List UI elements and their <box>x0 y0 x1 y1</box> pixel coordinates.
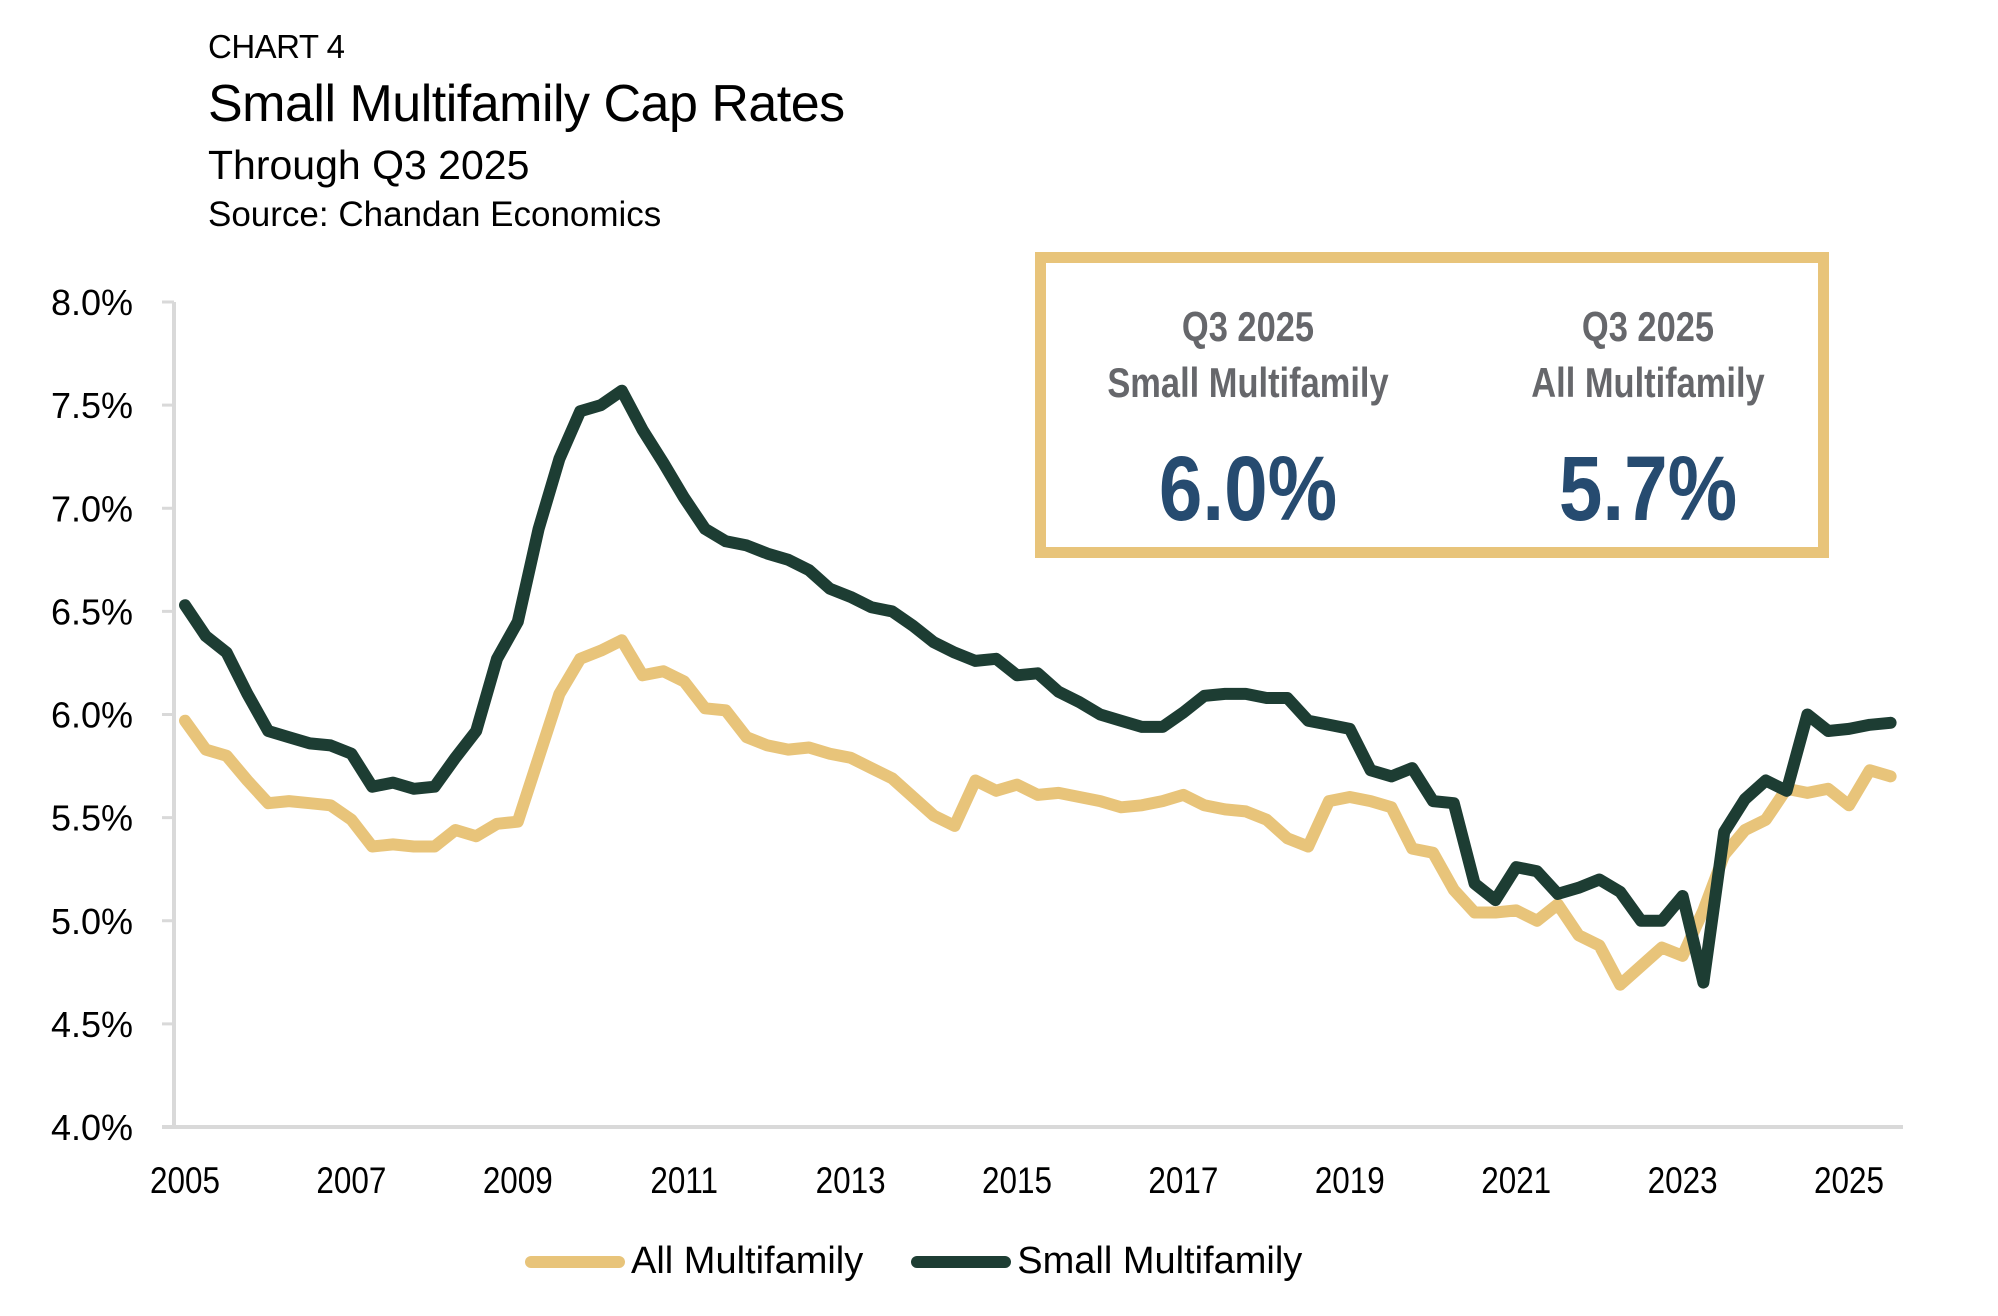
x-tick-label: 2007 <box>316 1161 386 1202</box>
x-tick-label: 2019 <box>1315 1161 1385 1202</box>
kpi-name: Small Multifamily <box>1107 359 1389 406</box>
y-tick-label: 4.0% <box>51 1107 133 1148</box>
y-tick-label: 7.0% <box>51 488 133 529</box>
chart-title: Small Multifamily Cap Rates <box>208 75 845 133</box>
y-tick-label: 5.5% <box>51 798 133 839</box>
kpi-period: Q3 2025 <box>1581 303 1715 350</box>
x-tick-label: 2013 <box>816 1161 886 1202</box>
kpi-value: 5.7% <box>1558 438 1738 540</box>
y-tick-label: 6.0% <box>51 695 133 736</box>
legend-swatch-small <box>911 1255 1012 1268</box>
series-lines <box>179 384 1897 991</box>
x-tick-label: 2011 <box>650 1161 718 1202</box>
y-axis-ticks: 8.0% 7.5% 7.0% 6.5% 6.0% 5.5% 5.0% 4.5% 4.0% <box>51 282 174 1148</box>
x-axis-ticks: 2005 2007 2009 2011 2013 2015 2017 2019 2021 2023… <box>150 1161 1884 1202</box>
kpi-name: All Multifamily <box>1531 359 1765 406</box>
kpi-small-multifamily: Q3 2025 Small Multifamily 6.0% <box>1058 299 1438 543</box>
x-tick-label: 2005 <box>150 1161 220 1202</box>
x-tick-label: 2025 <box>1814 1161 1884 1202</box>
x-tick-label: 2017 <box>1148 1161 1218 1202</box>
kpi-callout-box: Q3 2025 Small Multifamily 6.0% Q3 2025 A… <box>1035 252 1829 558</box>
kpi-all-multifamily: Q3 2025 All Multifamily 5.7% <box>1458 299 1838 543</box>
chart-subtitle: Through Q3 2025 <box>208 142 530 188</box>
x-tick-label: 2021 <box>1481 1161 1551 1202</box>
y-tick-label: 6.5% <box>51 591 133 632</box>
x-tick-label: 2009 <box>483 1161 553 1202</box>
legend-label: Small Multifamily <box>1017 1240 1303 1282</box>
y-tick-label: 5.0% <box>51 901 133 942</box>
y-tick-label: 4.5% <box>51 1004 133 1045</box>
y-tick-label: 7.5% <box>51 385 133 426</box>
legend-item-all-multifamily[interactable]: All Multifamily <box>525 1240 863 1283</box>
series-line-all-multifamily <box>179 634 1897 991</box>
chart-source: Source: Chandan Economics <box>208 195 662 234</box>
legend-swatch-all <box>525 1255 625 1268</box>
series-line-small-multifamily <box>179 384 1897 989</box>
kpi-value: 6.0% <box>1158 438 1338 540</box>
x-tick-label: 2023 <box>1648 1161 1718 1202</box>
x-tick-label: 2015 <box>982 1161 1052 1202</box>
kpi-period: Q3 2025 <box>1181 303 1315 350</box>
legend-item-small-multifamily[interactable]: Small Multifamily <box>911 1240 1302 1283</box>
chart-label: CHART 4 <box>208 28 345 65</box>
legend-label: All Multifamily <box>631 1240 864 1282</box>
legend: All Multifamily Small Multifamily <box>525 1240 1350 1283</box>
y-tick-label: 8.0% <box>51 282 133 323</box>
